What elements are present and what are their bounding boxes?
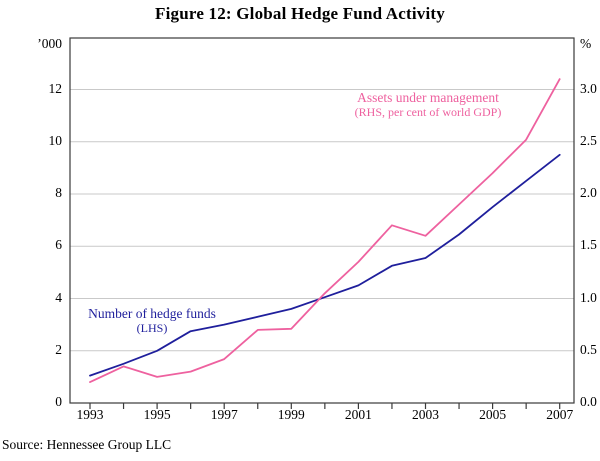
series-annotation-assets-under-management: Assets under management (RHS, per cent o… xyxy=(318,90,538,119)
series-annotation-number-of-hedge-funds: Number of hedge funds (LHS) xyxy=(52,306,252,335)
annotation-funds-line2: (LHS) xyxy=(136,320,168,335)
right-axis-tick-label: 0.0 xyxy=(580,394,597,409)
right-axis-tick-label: 2.0 xyxy=(580,185,597,200)
right-axis-tick-label: 2.5 xyxy=(580,132,597,148)
left-axis-unit-label: ’000 xyxy=(37,36,62,51)
series-line-assets-under-management xyxy=(89,78,561,384)
x-axis-tick-label: 2003 xyxy=(412,407,439,422)
right-axis-tick-label: 0.5 xyxy=(580,341,597,357)
series-line-number-of-hedge-funds xyxy=(89,153,561,377)
left-axis-tick-label: 0 xyxy=(55,394,62,409)
x-axis-tick-label: 1993 xyxy=(76,407,104,422)
right-axis-tick-label: 3.0 xyxy=(580,80,597,96)
left-axis-tick-label: 6 xyxy=(55,237,62,253)
annotation-aum-line1: Assets under management xyxy=(357,90,499,105)
left-axis-tick-label: 10 xyxy=(48,132,63,148)
x-axis-tick-label: 2007 xyxy=(546,407,574,422)
x-axis-tick-label: 1999 xyxy=(277,407,305,422)
x-axis-tick-label: 1997 xyxy=(210,407,238,422)
left-axis-tick-label: 2 xyxy=(55,341,62,357)
left-axis-tick-label: 4 xyxy=(55,289,62,305)
x-axis-tick-label: 1995 xyxy=(143,407,171,422)
annotation-funds-line1: Number of hedge funds xyxy=(88,306,216,321)
left-axis-tick-label: 8 xyxy=(55,185,62,200)
left-axis-tick-label: 12 xyxy=(48,80,63,96)
source-note: Source: Hennessee Group LLC xyxy=(2,437,172,452)
plot-border xyxy=(69,37,575,404)
annotation-aum-line2: (RHS, per cent of world GDP) xyxy=(354,104,502,119)
x-axis-tick-label: 2001 xyxy=(344,407,372,422)
right-axis-tick-label: 1.0 xyxy=(580,289,597,305)
figure-title: Figure 12: Global Hedge Fund Activity xyxy=(155,4,445,23)
x-axis-tick-label: 2005 xyxy=(479,407,507,422)
right-axis-tick-label: 1.5 xyxy=(580,237,597,253)
right-axis-unit-label: % xyxy=(580,36,592,51)
